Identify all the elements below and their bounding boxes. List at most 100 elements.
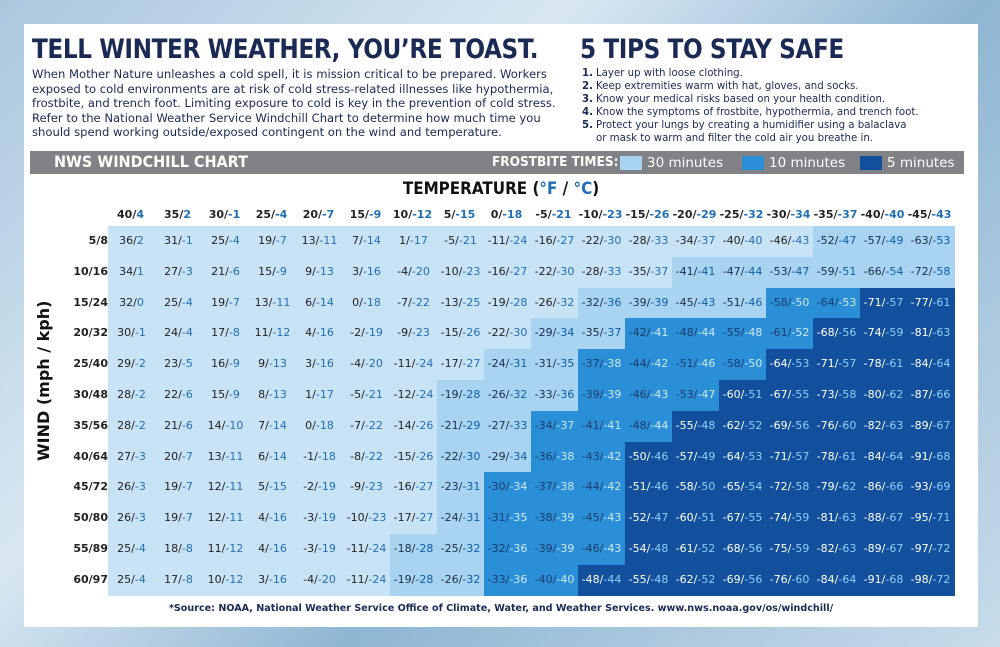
- chart-cell: [202, 318, 250, 350]
- chart-cell: [484, 534, 532, 566]
- chart-cell: [108, 349, 156, 381]
- temperature-header: 40/4: [117, 208, 144, 221]
- tips-title: 5 TIPS TO STAY SAFE: [580, 34, 844, 65]
- chart-cell: [625, 226, 673, 258]
- chart-cell: [672, 256, 720, 289]
- windchill-value: -41/-41: [675, 264, 716, 278]
- chart-cell: [343, 441, 391, 473]
- windchill-value: -19/-28: [440, 388, 481, 401]
- windchill-value: -8/-22: [350, 449, 383, 463]
- chart-cell: [484, 410, 532, 443]
- windchill-value: 28/-2: [117, 388, 146, 401]
- windchill-value: -19/-28: [393, 572, 434, 586]
- chart-cell: [155, 472, 203, 504]
- windchill-value: -52/-47: [816, 234, 857, 247]
- windchill-value: -84/-64: [816, 572, 857, 586]
- chart-cell: [202, 349, 250, 381]
- windchill-value: -2/-19: [303, 480, 336, 494]
- windchill-value: 10/-12: [207, 572, 244, 586]
- windchill-value: 4/-16: [258, 511, 287, 525]
- chart-cell: [531, 472, 579, 504]
- chart-cell: [625, 534, 673, 566]
- intro-paragraph: When Mother Nature unleashes a cold spel…: [32, 67, 556, 140]
- chart-cell: [672, 226, 720, 258]
- windchill-value: -3/-19: [303, 542, 336, 555]
- windchill-value: -78/-61: [816, 449, 857, 463]
- chart-cell: [907, 226, 955, 258]
- windchill-value: -79/-62: [816, 480, 857, 494]
- chart-cell: [813, 503, 861, 535]
- chart-cell: [907, 503, 955, 535]
- windchill-value: -7/-22: [397, 295, 430, 309]
- windchill-value: -15/-26: [393, 449, 434, 463]
- windchill-value: 11/-12: [254, 326, 291, 340]
- chart-cell: [155, 318, 203, 350]
- windchill-value: 13/-11: [207, 449, 244, 463]
- windchill-value: -51/-46: [675, 357, 716, 371]
- temperature-header: 10/-12: [392, 208, 433, 221]
- windchill-value: 0/-18: [352, 295, 381, 309]
- chart-cell: [343, 472, 391, 504]
- tip-item-continued: or mask to warm and filter the cold air …: [596, 133, 874, 144]
- chart-cell: [108, 318, 156, 350]
- chart-cell: [719, 380, 767, 412]
- windchill-value: -88/-67: [863, 511, 904, 525]
- chart-cell: [719, 256, 767, 289]
- chart-cell: [531, 380, 579, 412]
- chart-cell: [813, 226, 861, 258]
- tip-item: 5. Protect your lungs by creating a humid…: [582, 120, 907, 131]
- chart-cell: [860, 287, 908, 319]
- chart-cell: [719, 441, 767, 473]
- wind-row-label: 30/48: [73, 388, 108, 401]
- chart-cell: [343, 226, 391, 258]
- wind-row-label: 10/16: [73, 264, 108, 278]
- windchill-value: -60/-51: [722, 388, 763, 401]
- chart-cell: [296, 534, 344, 566]
- chart-cell: [202, 410, 250, 443]
- windchill-value: -9/-23: [397, 326, 430, 340]
- chart-cell: [108, 380, 156, 412]
- windchill-value: -52/-47: [628, 511, 669, 525]
- chart-cell: [813, 256, 861, 289]
- windchill-value: 3/-16: [352, 264, 381, 278]
- chart-cell: [249, 534, 297, 566]
- chart-cell: [531, 534, 579, 566]
- chart-cell: [108, 472, 156, 504]
- chart-cell: [625, 564, 673, 597]
- chart-cell: [390, 503, 438, 535]
- chart-cell: [719, 534, 767, 566]
- windchill-value: -58/-50: [722, 357, 763, 371]
- chart-cell: [202, 534, 250, 566]
- windchill-value: -69/-56: [722, 572, 763, 586]
- windchill-value: -84/-64: [863, 449, 904, 463]
- windchill-value: -39/-39: [628, 295, 669, 309]
- windchill-value: -86/-66: [863, 480, 904, 494]
- chart-cell: [108, 410, 156, 443]
- windchill-value: -32/-36: [581, 295, 622, 309]
- chart-cell: [672, 318, 720, 350]
- windchill-value: 6/-14: [305, 295, 334, 309]
- chart-cell: [249, 564, 297, 597]
- windchill-value: 25/-4: [164, 295, 193, 309]
- windchill-value: 26/-3: [117, 480, 146, 494]
- windchill-value: -22/-30: [581, 234, 622, 247]
- windchill-value: -9/-23: [350, 480, 383, 494]
- windchill-value: -33/-36: [487, 572, 528, 586]
- wind-row-label: 15/24: [73, 295, 108, 309]
- chart-cell: [531, 287, 579, 319]
- legend-label: 10 minutes: [769, 154, 846, 171]
- chart-cell: [860, 380, 908, 412]
- chart-cell: [625, 380, 673, 412]
- source-footnote: *Source: NOAA, National Weather Service …: [168, 603, 834, 614]
- chart-cell: [437, 503, 485, 535]
- chart-cell: [108, 441, 156, 473]
- windchill-value: -50/-46: [628, 449, 669, 463]
- chart-cell: [578, 287, 626, 319]
- chart-cell: [343, 534, 391, 566]
- windchill-value: 18/-8: [164, 542, 193, 555]
- windchill-value: 17/-8: [211, 326, 240, 340]
- chart-cell: [625, 256, 673, 289]
- chart-cell: [390, 287, 438, 319]
- chart-cell: [766, 380, 814, 412]
- windchill-value: -31/-35: [534, 357, 575, 371]
